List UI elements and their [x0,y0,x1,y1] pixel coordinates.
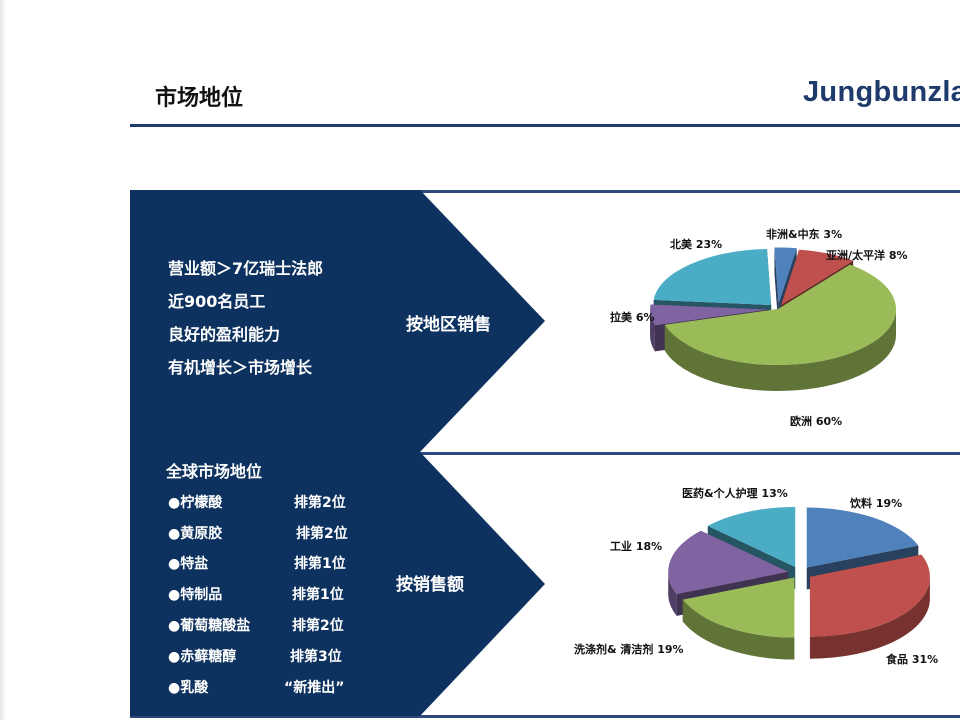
pie-slice-label: 欧洲 60% [790,414,842,428]
pie-slice-label: 洗涤剂& 清洁剂 19% [574,642,684,656]
ranking-product: ●乳酸 [168,680,209,696]
pie-slice-label: 亚洲/太平洋 8% [826,248,908,262]
ranking-product: ●特制品 [168,587,223,603]
region-arrow-shape [130,190,545,452]
fact-item: 近900名员工 [168,292,266,311]
pie-slice-label: 工业 18% [610,539,662,553]
ranking-product: ●葡萄糖酸盐 [168,618,251,634]
ranking-product: ●赤藓糖醇 [168,649,237,665]
pie-slice-label: 饮料 19% [849,496,902,510]
company-facts-list: 营业额＞7亿瑞士法郎 近900名员工 良好的盈利能力 有机增长＞市场增长 [168,252,323,384]
region-arrow-label: 按地区销售 [406,315,491,335]
pie-slice [682,577,795,660]
ranking-rank: 排第2位 [294,495,346,511]
pie-slice [809,554,930,659]
ranking-product: ●柠檬酸 [168,495,223,511]
segment-arrow-label: 按销售额 [396,575,464,595]
global-position-heading: 全球市场地位 [166,462,263,481]
page-title: 市场地位 [155,86,244,111]
pie-slice-label: 医药&个人护理 13% [682,486,788,500]
ranking-rank: 排第1位 [292,587,344,603]
ranking-rank: 排第1位 [294,556,346,572]
ranking-rank: 排第2位 [296,526,348,542]
pie-slice-label: 拉美 6% [610,310,655,324]
fact-item: 有机增长＞市场增长 [168,358,313,377]
pie-slice-label: 食品 31% [886,652,938,666]
segment-pie-chart: 饮料 19% 食品 31% 洗涤剂& 清洁剂 19% 工业 18% 医药&个人护理 13… [574,486,938,666]
fact-item: 营业额＞7亿瑞士法郎 [168,259,324,278]
pie-slice-label: 非洲&中东 3% [766,227,842,241]
header-rule [130,124,960,127]
ranking-product: ●特盐 [168,556,209,572]
pie-slice [664,264,897,391]
company-logo: Jungbunzlau [803,76,960,108]
ranking-rank: “新推出” [284,680,345,696]
ranking-rank: 排第3位 [290,649,342,665]
segment-arrow-shape [130,452,545,716]
ranking-rank: 排第2位 [292,618,344,634]
left-edge-shadow [0,0,6,720]
region-pie-chart: 非洲&中东 3% 亚洲/太平洋 8% 欧洲 60% 拉美 6% 北美 23% [610,227,908,428]
fact-item: 良好的盈利能力 [168,325,281,344]
pie-slice-label: 北美 23% [670,237,722,251]
ranking-product: ●黄原胶 [168,526,223,542]
